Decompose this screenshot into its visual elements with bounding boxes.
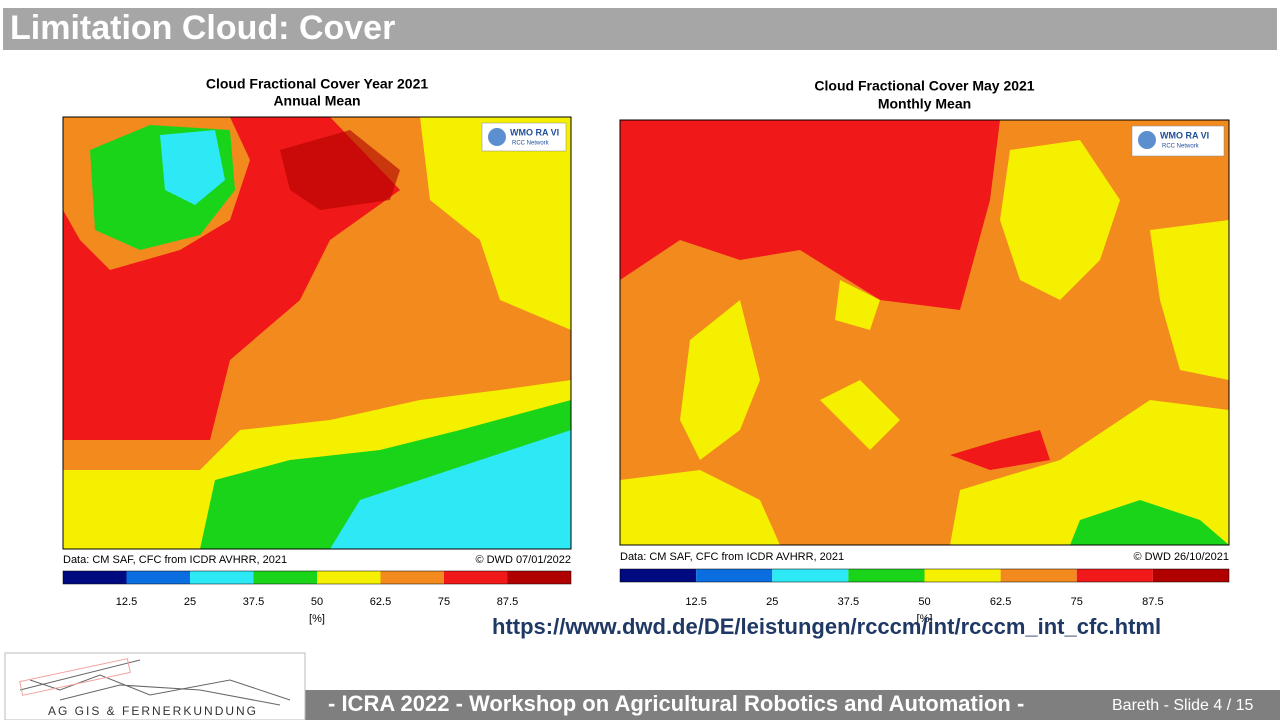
colorbar-tick: 50 [918,596,930,608]
footer-event: - ICRA 2022 - Workshop on Agricultural R… [328,691,1024,716]
logo-network: RCC Network [1162,144,1200,150]
colorbar-tick: 87.5 [1142,596,1163,608]
data-credit: © DWD 26/10/2021 [1133,551,1229,563]
colorbar-segment [126,571,190,584]
panel-title: Cloud Fractional Cover Year 2021 [206,76,428,92]
logo-name: WMO RA VI [510,127,559,137]
colorbar-segment [444,571,508,584]
colorbar-segment [1076,569,1153,582]
data-source: Data: CM SAF, CFC from ICDR AVHRR, 2021 [620,551,844,563]
colorbar-segment [924,569,1001,582]
colorbar-segment [1152,569,1229,582]
panel-subtitle: Annual Mean [273,93,360,109]
logo-name: WMO RA VI [1160,130,1209,140]
colorbar-unit: [%] [917,613,933,625]
colorbar-segment [620,569,697,582]
map-may [619,119,1230,546]
colorbar-tick: 37.5 [838,596,859,608]
colorbar-tick: 62.5 [370,596,391,608]
colorbar-tick: 37.5 [243,596,264,608]
header-bar [3,8,1277,50]
footer-bar [305,690,1280,720]
footer-slide: Bareth - Slide 4 / 15 [1112,697,1254,714]
logo-box [4,652,306,721]
logo-emblem [488,128,506,146]
colorbar-unit: [%] [309,613,325,625]
logo-emblem [1138,131,1156,149]
colorbar-tick: 62.5 [990,596,1011,608]
colorbar-segment [1000,569,1077,582]
colorbar-segment [848,569,925,582]
colorbar-frame [62,570,572,585]
colorbar-tick: 75 [438,596,450,608]
colorbar-frame [619,568,1230,583]
colorbar-tick: 75 [1071,596,1083,608]
data-source: Data: CM SAF, CFC from ICDR AVHRR, 2021 [63,554,287,566]
colorbar-segment [190,571,254,584]
logo-satellite [19,658,131,696]
colorbar-segment [696,569,773,582]
data-credit: © DWD 07/01/2022 [475,554,571,566]
logo-network: RCC Network [512,141,550,147]
colorbar-segment [253,571,317,584]
colorbar-tick: 12.5 [685,596,706,608]
colorbar-tick: 25 [184,596,196,608]
colorbar-segment [63,571,127,584]
colorbar-tick: 12.5 [116,596,137,608]
source-link[interactable]: https://www.dwd.de/DE/leistungen/rcccm/i… [492,614,1161,639]
panel-title: Cloud Fractional Cover May 2021 [814,78,1034,94]
colorbar-segment [380,571,444,584]
colorbar-tick: 50 [311,596,323,608]
colorbar-segment [772,569,849,582]
panel-subtitle: Monthly Mean [878,96,971,112]
colorbar-tick: 25 [766,596,778,608]
logo-text: AG GIS & FERNERKUNDUNG [48,704,258,718]
colorbar-tick: 87.5 [497,596,518,608]
slide-title: Limitation Cloud: Cover [10,9,395,47]
colorbar-segment [317,571,381,584]
colorbar-segment [507,571,571,584]
map-annual [62,116,572,550]
